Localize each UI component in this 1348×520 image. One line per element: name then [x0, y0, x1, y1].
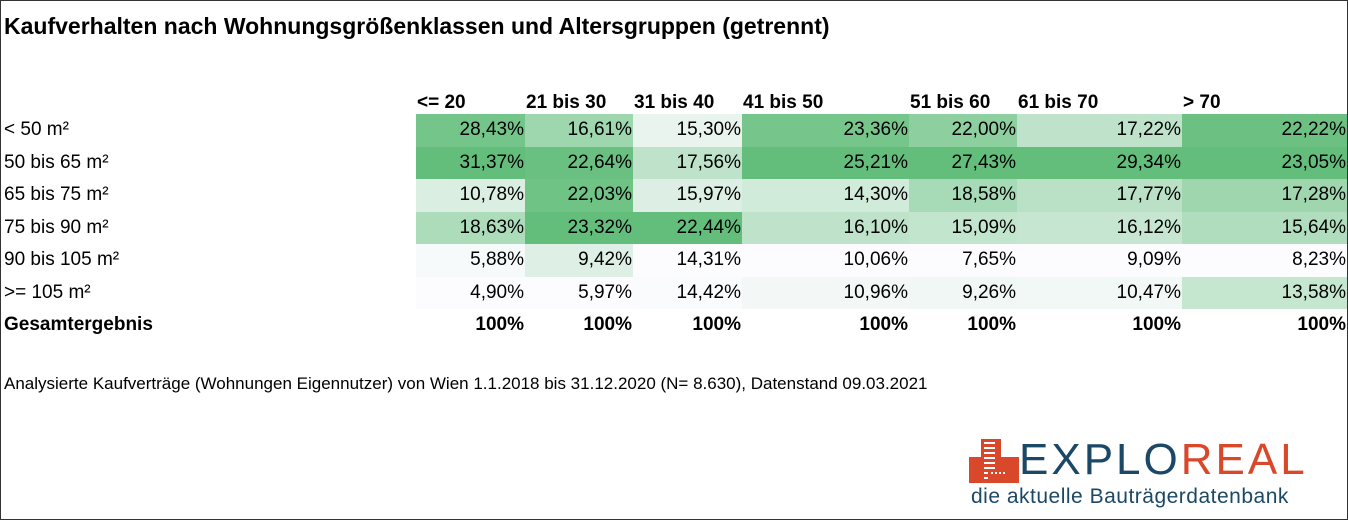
row-label: >= 105 m²	[4, 281, 91, 303]
heatmap-cell: 23,05%	[1182, 146, 1347, 179]
heatmap-cell: 17,28%	[1182, 179, 1347, 212]
column-header: 31 bis 40	[634, 92, 715, 113]
column-header-row: <= 20 21 bis 30 31 bis 40 41 bis 50 51 bis 6…	[1, 83, 1347, 114]
total-cell: 100%	[583, 314, 632, 336]
heatmap-cell: 14,30%	[742, 179, 909, 212]
heatmap-cell: 10,96%	[742, 276, 909, 309]
corner-cell	[1, 83, 416, 114]
heatmap-cell: 13,58%	[1182, 276, 1347, 309]
heatmap-cell: 4,90%	[416, 276, 525, 309]
heatmap-cell: 22,00%	[909, 114, 1017, 147]
logo-part2: REAL	[1180, 435, 1308, 484]
total-cell: 100%	[859, 314, 908, 336]
heatmap-cell: 5,88%	[416, 244, 525, 277]
heatmap-cell: 29,34%	[1017, 146, 1182, 179]
heatmap-cell: 22,64%	[525, 146, 633, 179]
heatmap-cell: 10,78%	[416, 179, 525, 212]
column-header: 41 bis 50	[743, 92, 824, 113]
column-header: > 70	[1183, 92, 1221, 113]
column-header: 61 bis 70	[1018, 92, 1099, 113]
heatmap-cell: 31,37%	[416, 146, 525, 179]
heatmap-cell: 16,12%	[1017, 211, 1182, 244]
building-logo-icon	[969, 439, 1019, 483]
heatmap-cell: 22,22%	[1182, 114, 1347, 147]
heatmap-cell: 10,06%	[742, 244, 909, 277]
heatmap-cell: 18,63%	[416, 211, 525, 244]
total-cell: 100%	[692, 314, 741, 336]
heatmap-cell: 23,36%	[742, 114, 909, 147]
heatmap-cell: 14,31%	[633, 244, 742, 277]
heatmap-cell: 15,97%	[633, 179, 742, 212]
heatmap-cell: 22,44%	[633, 211, 742, 244]
row-label: 90 bis 105 m²	[4, 249, 120, 271]
total-cell: 100%	[1132, 314, 1181, 336]
total-row: Gesamtergebnis 100% 100% 100% 100% 100% 100% 10…	[1, 309, 1347, 342]
total-cell: 100%	[967, 314, 1016, 336]
table-row: 90 bis 105 m² 5,88% 9,42% 14,31% 10,06% 7,65%…	[1, 244, 1347, 277]
table-row: 65 bis 75 m² 10,78% 22,03% 15,97% 14,30% 18,5…	[1, 179, 1347, 212]
chart-title: Kaufverhalten nach Wohnungsgrößenklassen…	[4, 13, 830, 39]
table-row: >= 105 m² 4,90% 5,97% 14,42% 10,96% 9,26% 10,4…	[1, 276, 1347, 309]
heatmap-cell: 22,03%	[525, 179, 633, 212]
heatmap-cell: 7,65%	[909, 244, 1017, 277]
table-row: 50 bis 65 m² 31,37% 22,64% 17,56% 25,21% 27,4…	[1, 146, 1347, 179]
total-cell: 100%	[1297, 314, 1346, 336]
row-label: 65 bis 75 m²	[4, 184, 109, 206]
explorereal-logo: EXPLOREAL die aktuelle Bauträgerdatenban…	[969, 435, 1339, 517]
heatmap-cell: 17,77%	[1017, 179, 1182, 212]
heatmap-cell: 15,64%	[1182, 211, 1347, 244]
total-cell: 100%	[475, 314, 524, 336]
heatmap-cell: 17,22%	[1017, 114, 1182, 147]
heatmap-cell: 18,58%	[909, 179, 1017, 212]
heatmap-cell: 23,32%	[525, 211, 633, 244]
logo-wordmark: EXPLOREAL	[1019, 435, 1308, 485]
logo-part1: EXPLO	[1019, 435, 1181, 484]
heatmap-cell: 16,10%	[742, 211, 909, 244]
heatmap-cell: 16,61%	[525, 114, 633, 147]
heatmap-cell: 9,09%	[1017, 244, 1182, 277]
heatmap-cell: 28,43%	[416, 114, 525, 147]
row-label: < 50 m²	[4, 119, 69, 141]
table-row: 75 bis 90 m² 18,63% 23,32% 22,44% 16,10% 15,0…	[1, 211, 1347, 244]
heatmap-cell: 25,21%	[742, 146, 909, 179]
table-row: < 50 m² 28,43% 16,61% 15,30% 23,36% 22,00% 17,…	[1, 114, 1347, 147]
heatmap-cell: 9,42%	[525, 244, 633, 277]
heatmap-table: <= 20 21 bis 30 31 bis 40 41 bis 50 51 bis 6…	[1, 83, 1347, 342]
heatmap-cell: 8,23%	[1182, 244, 1347, 277]
heatmap-cell: 5,97%	[525, 276, 633, 309]
row-label: 75 bis 90 m²	[4, 216, 109, 238]
heatmap-cell: 9,26%	[909, 276, 1017, 309]
heatmap-cell: 27,43%	[909, 146, 1017, 179]
logo-tagline: die aktuelle Bauträgerdatenbank	[971, 485, 1289, 508]
column-header: 51 bis 60	[910, 92, 991, 113]
heatmap-cell: 15,09%	[909, 211, 1017, 244]
row-label: 50 bis 65 m²	[4, 151, 109, 173]
source-note: Analysierte Kaufverträge (Wohnungen Eige…	[4, 374, 928, 393]
column-header: <= 20	[417, 92, 466, 113]
column-header: 21 bis 30	[526, 92, 607, 113]
heatmap-cell: 10,47%	[1017, 276, 1182, 309]
heatmap-cell: 14,42%	[633, 276, 742, 309]
heatmap-cell: 15,30%	[633, 114, 742, 147]
heatmap-cell: 17,56%	[633, 146, 742, 179]
total-label: Gesamtergebnis	[4, 314, 153, 336]
